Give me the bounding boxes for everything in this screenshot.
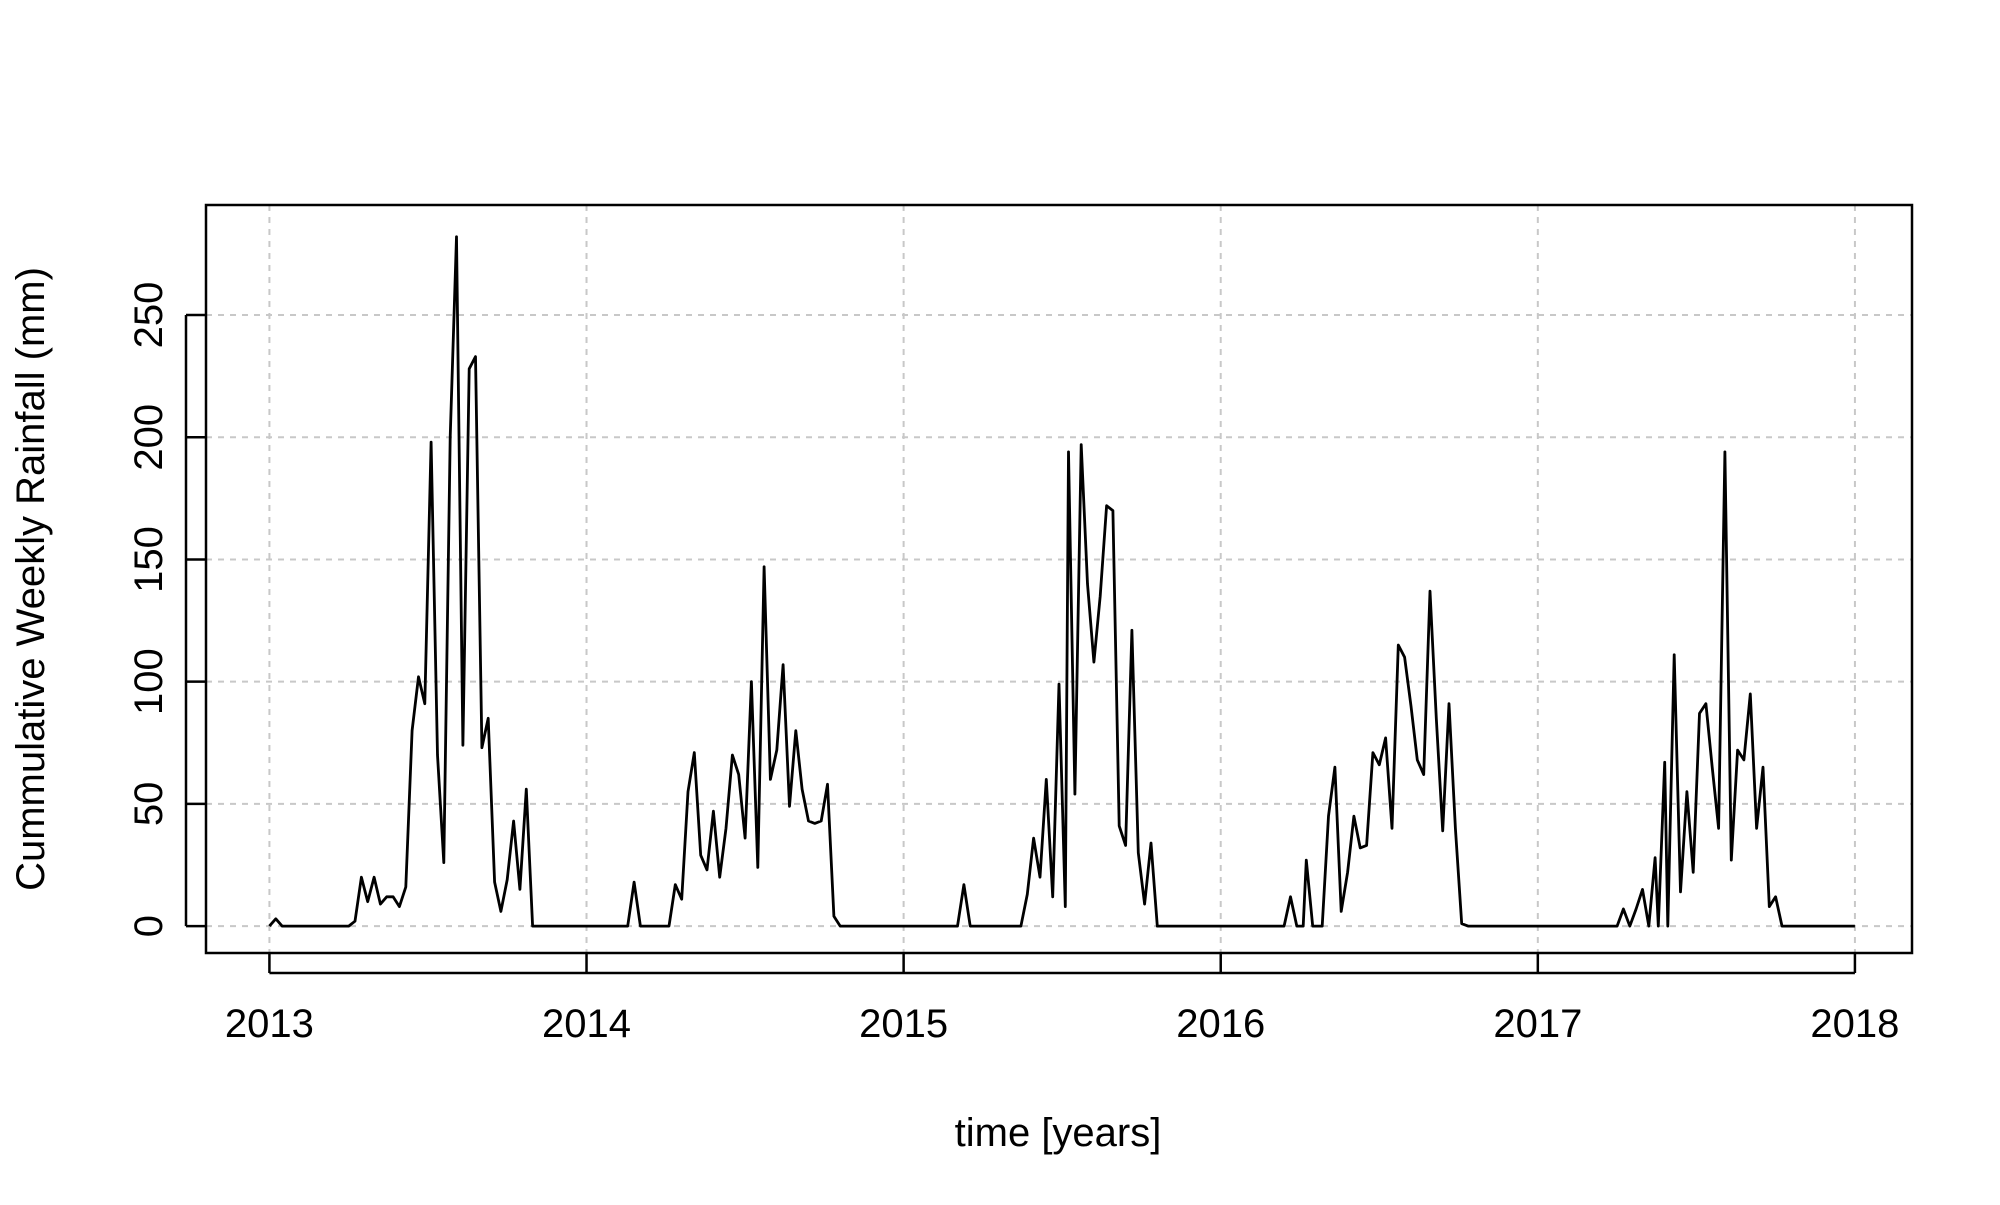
x-tick-label: 2017 [1493, 1002, 1582, 1046]
y-axis: 0 50 100 150 200 250 [127, 282, 206, 937]
y-tick-label: 250 [127, 282, 171, 349]
series-layer [268, 235, 1855, 928]
series-line [268, 235, 1855, 928]
y-tick-label: 150 [127, 526, 171, 593]
y-tick-label: 200 [127, 404, 171, 471]
x-tick-label: 2015 [859, 1002, 948, 1046]
x-axis-title: time [years] [955, 1111, 1162, 1155]
y-tick-label: 50 [127, 782, 171, 827]
x-axis: 2013 2014 2015 2016 2017 2018 [225, 953, 1899, 1046]
x-tick-label: 2014 [542, 1002, 631, 1046]
y-tick-label: 100 [127, 648, 171, 715]
x-tick-label: 2013 [225, 1002, 314, 1046]
x-tick-label: 2018 [1810, 1002, 1899, 1046]
plot-frame [204, 203, 1914, 955]
y-axis-title: Cummulative Weekly Rainfall (mm) [9, 267, 53, 891]
x-tick-label: 2016 [1176, 1002, 1265, 1046]
y-tick-label: 0 [127, 915, 171, 937]
gridlines [206, 205, 1912, 953]
